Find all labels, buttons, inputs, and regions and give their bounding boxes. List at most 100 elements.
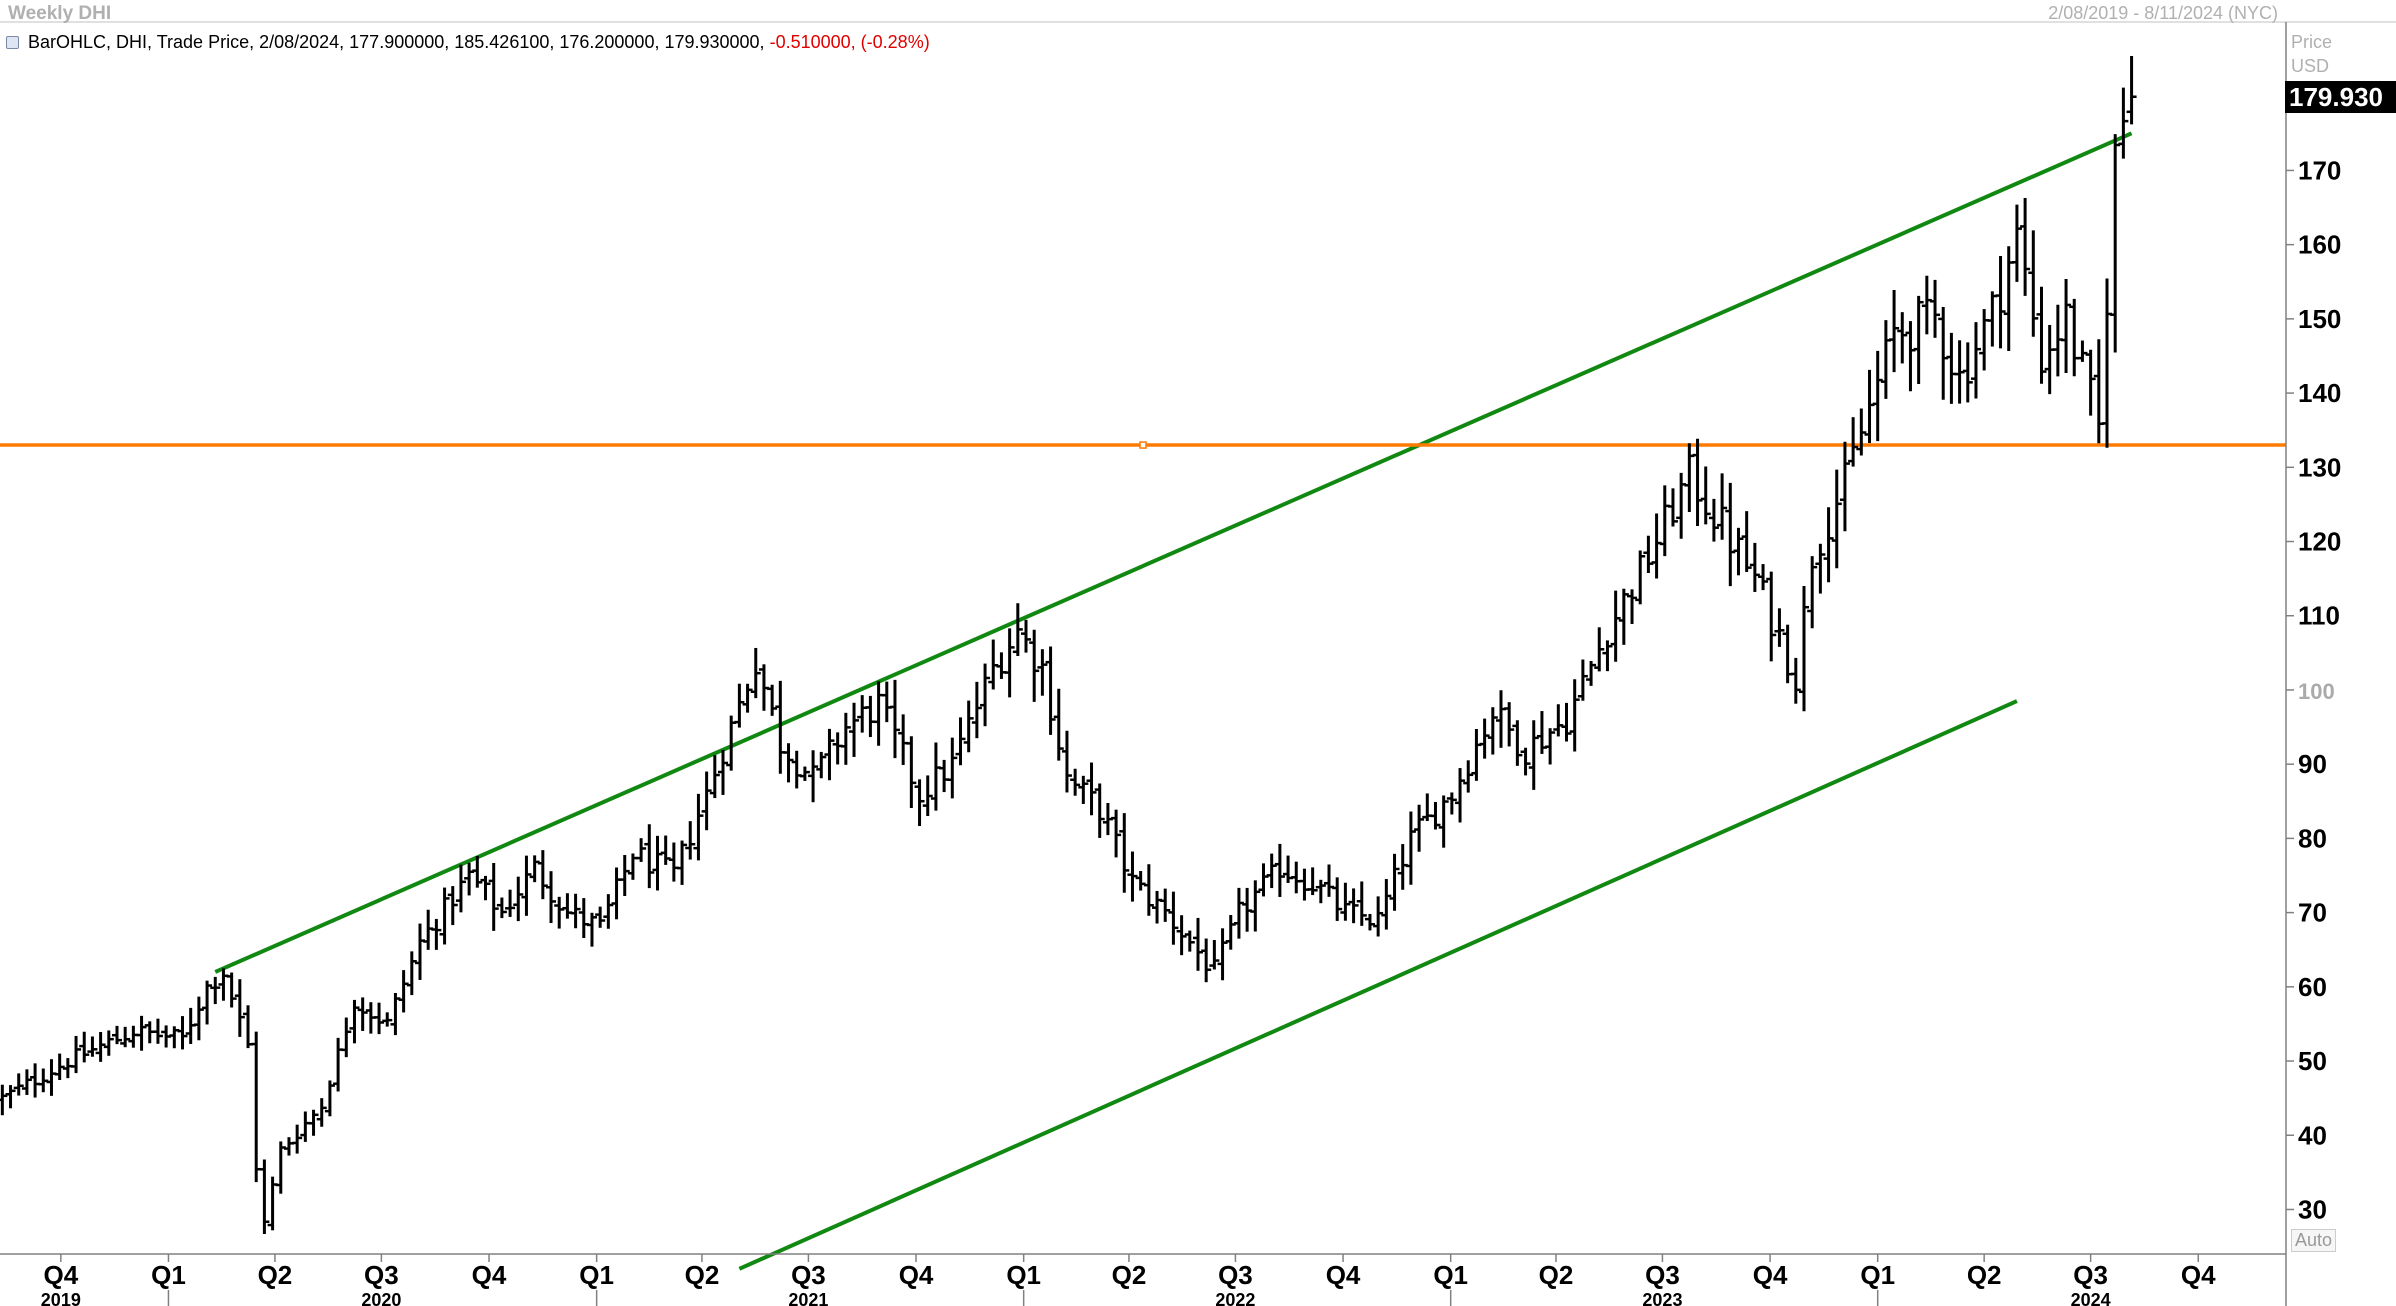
ohlc-bar — [889, 679, 900, 759]
ohlc-bar — [79, 1031, 90, 1063]
ohlc-bar — [136, 1015, 147, 1051]
ohlc-bar — [1725, 482, 1736, 587]
trendlines — [0, 131, 2286, 1271]
ohlc-bar — [316, 1098, 327, 1127]
ohlc-bar — [1168, 891, 1179, 945]
ohlc-bar — [1913, 295, 1924, 385]
ohlc-bar — [111, 1025, 122, 1045]
quarter-tick-label: Q3 — [1218, 1260, 1253, 1290]
ohlc-bar — [1520, 747, 1531, 776]
series-legend[interactable]: BarOHLC, DHI, Trade Price, 2/08/2024, 17… — [6, 32, 930, 53]
ohlc-bar — [570, 893, 581, 929]
ohlc-bar — [1643, 535, 1654, 573]
ohlc-bar — [1962, 342, 1973, 403]
price-axis-currency: USD — [2291, 56, 2330, 76]
year-label: 2021 — [788, 1290, 828, 1306]
ohlc-bar — [1872, 350, 1883, 442]
ohlc-bar — [1250, 880, 1261, 932]
price-tick-label: 50 — [2298, 1046, 2327, 1076]
ohlc-bar — [210, 976, 221, 1005]
ohlc-bar — [2077, 340, 2088, 362]
ohlc-bar — [1291, 861, 1302, 894]
ohlc-bar — [1340, 882, 1351, 921]
series-settings-icon[interactable] — [6, 36, 19, 49]
ohlc-bar — [234, 979, 245, 1037]
price-tick-label: 30 — [2298, 1194, 2327, 1224]
ohlc-bar — [1405, 811, 1416, 885]
quarter-tick-label: Q3 — [791, 1260, 826, 1290]
ohlc-bar — [382, 1012, 393, 1027]
ohlc-bar — [5, 1085, 16, 1109]
ohlc-bar — [652, 835, 663, 891]
ohlc-bar — [1487, 707, 1498, 755]
ohlc-bar — [2011, 204, 2022, 282]
ohlc-bar — [1602, 640, 1613, 672]
ohlc-bar — [1373, 896, 1384, 937]
ohlc-bar — [1094, 783, 1105, 838]
ohlc-bar — [1307, 867, 1318, 896]
ohlc-bar — [128, 1025, 139, 1048]
price-axis: 30 40 50 60 70 80 90 100 110 120 130 140 150 160 170 — [2285, 22, 2341, 1306]
ohlc-bar — [881, 681, 892, 723]
ohlc-bar — [701, 771, 712, 831]
last-price-tag: 179.930 — [2285, 80, 2396, 113]
ohlc-bar — [1192, 917, 1203, 971]
ohlc-bar — [1430, 801, 1441, 830]
ohlc-bar — [488, 862, 499, 931]
ohlc-bar — [1479, 718, 1490, 759]
legend-series-label: BarOHLC, DHI, Trade Price, 2/08/2024, 17… — [28, 32, 765, 52]
price-tick-label: 100 — [2298, 679, 2335, 704]
ohlc-bar — [1283, 855, 1294, 883]
quarter-tick-label: Q2 — [1539, 1260, 1574, 1290]
quarter-tick-label: Q1 — [1860, 1260, 1895, 1290]
ohlc-bar — [914, 779, 925, 827]
ohlc-bar — [2020, 197, 2031, 296]
ohlc-bar — [734, 683, 745, 728]
ohlc-bar — [930, 742, 941, 811]
ohlc-bar — [1831, 469, 1842, 569]
ohlc-bar — [2110, 134, 2121, 353]
legend-change-pct: (-0.28%) — [860, 32, 930, 52]
ohlc-bar — [939, 759, 950, 793]
ohlc-bar — [758, 664, 769, 711]
ohlc-bar — [832, 732, 843, 765]
ohlc-bar — [2044, 325, 2055, 395]
price-tick-label: 170 — [2298, 155, 2341, 185]
title-bar: Weekly DHI 2/08/2019 - 8/11/2024 (NYC) — [0, 0, 2286, 24]
ohlc-bar — [644, 824, 655, 889]
ohlc-bar — [1119, 813, 1130, 893]
ohlc-bar — [865, 695, 876, 738]
ohlc-bar — [1209, 940, 1220, 970]
ohlc-bar — [2126, 55, 2137, 125]
ohlc-bar — [595, 906, 606, 928]
ohlc-bar — [1143, 864, 1154, 916]
ohlc-bar — [1021, 619, 1032, 653]
window-title: Weekly DHI — [8, 3, 112, 24]
ohlc-bar — [1733, 527, 1744, 576]
ohlc-bar — [1545, 728, 1556, 765]
ohlc-bar — [1970, 322, 1981, 399]
ohlc-bar — [529, 855, 540, 883]
auto-scale-button[interactable]: Auto — [2291, 1229, 2337, 1252]
ohlc-bar — [447, 886, 458, 926]
ohlc-bar — [980, 663, 991, 727]
ohlc-bar — [2036, 286, 2047, 384]
ohlc-bar — [292, 1124, 303, 1154]
ohlc-bar — [840, 712, 851, 765]
ohlc-bar — [1176, 915, 1187, 956]
ohlc-bar — [1160, 888, 1171, 922]
ohlc-bar — [1627, 589, 1638, 624]
ohlc-bar — [177, 1016, 188, 1050]
ohlc-bar — [218, 968, 229, 1001]
ohlc-bar — [1446, 792, 1457, 815]
ohlc-bar — [2102, 278, 2113, 448]
ohlc-bar — [1225, 915, 1236, 950]
year-label: 2022 — [1215, 1290, 1255, 1306]
ohlc-bar — [1152, 890, 1163, 924]
ohlc-bar — [718, 749, 729, 795]
ohlc-bar — [1315, 879, 1326, 904]
price-axis-header: Price — [2291, 32, 2333, 52]
ohlc-bar — [906, 736, 917, 808]
quarter-tick-label: Q4 — [1753, 1260, 1788, 1290]
ohlc-bar — [963, 700, 974, 753]
